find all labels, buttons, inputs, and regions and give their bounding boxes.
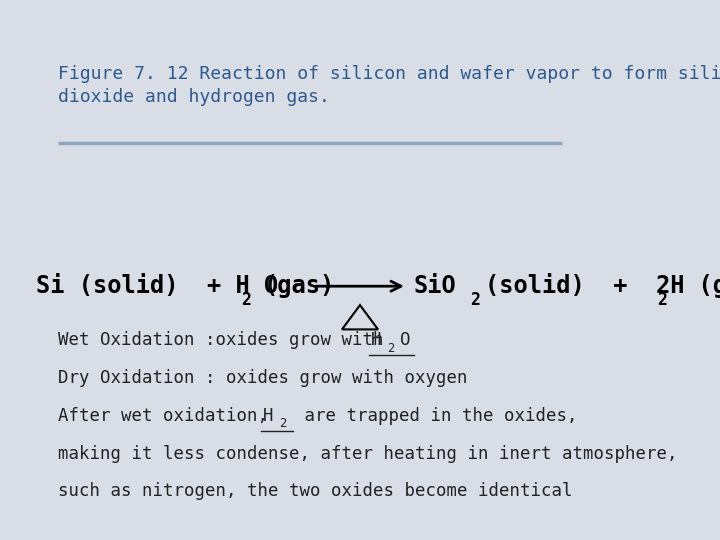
Text: making it less condense, after heating in inert atmosphere,: making it less condense, after heating i… <box>58 444 677 463</box>
Text: (gas): (gas) <box>264 274 335 298</box>
Text: SiO: SiO <box>414 274 456 298</box>
Text: 2: 2 <box>387 342 395 355</box>
Text: 2: 2 <box>279 417 287 430</box>
Text: Figure 7. 12 Reaction of silicon and wafer vapor to form silicon
dioxide and hyd: Figure 7. 12 Reaction of silicon and waf… <box>58 65 720 106</box>
Text: Dry Oxidation : oxides grow with oxygen: Dry Oxidation : oxides grow with oxygen <box>58 369 467 387</box>
Text: H: H <box>371 331 382 349</box>
Text: (gas): (gas) <box>670 274 720 298</box>
Text: such as nitrogen, the two oxides become identical: such as nitrogen, the two oxides become … <box>58 482 572 501</box>
Text: Wet Oxidation :oxides grow with: Wet Oxidation :oxides grow with <box>58 331 394 349</box>
Text: 2: 2 <box>241 291 251 309</box>
Text: 2: 2 <box>657 291 667 309</box>
Text: 2: 2 <box>470 291 480 309</box>
Text: Si (solid)  + H O: Si (solid) + H O <box>36 274 278 298</box>
Text: After wet oxidation,: After wet oxidation, <box>58 407 278 425</box>
Text: are trapped in the oxides,: are trapped in the oxides, <box>294 407 577 425</box>
Text: H: H <box>263 407 274 425</box>
Text: O: O <box>400 331 410 349</box>
Text: (solid)  +  2H: (solid) + 2H <box>485 274 684 298</box>
